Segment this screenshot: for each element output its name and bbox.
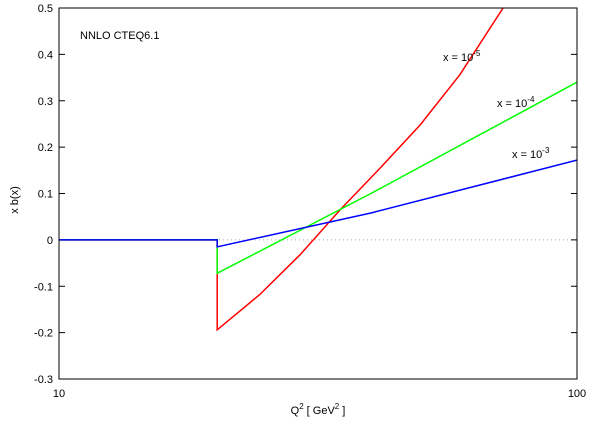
- y-tick-label: -0.3: [34, 374, 53, 386]
- x-tick-label: 100: [568, 388, 586, 400]
- x-axis-label-part: 2: [335, 402, 340, 411]
- y-axis-label: x b(x): [9, 186, 21, 214]
- annotation-text: x = 10: [497, 98, 527, 110]
- series-line: [59, 81, 577, 275]
- y-tick-label: 0.5: [38, 3, 53, 15]
- x-axis-label-part: [ GeV: [307, 405, 336, 417]
- y-tick-label: 0.2: [38, 142, 53, 154]
- y-tick-label: 0.3: [38, 96, 53, 108]
- annotation-text: x = 10: [512, 149, 542, 161]
- x-tick-label: 10: [53, 388, 65, 400]
- x-axis-label-part: Q: [291, 405, 300, 417]
- annotation: x = 10-3: [512, 146, 550, 161]
- y-tick-label: -0.1: [34, 281, 53, 293]
- annotation: x = 10-5: [443, 49, 481, 64]
- y-tick-label: 0.1: [38, 189, 53, 201]
- annotation-sup: -3: [542, 146, 550, 155]
- x-axis-label: Q2[ GeV2 ]: [291, 402, 346, 417]
- x-axis-label-part: ]: [339, 405, 345, 417]
- series-line: [59, 8, 504, 332]
- plot-frame: [58, 7, 578, 380]
- annotation-text: x = 10: [443, 52, 473, 64]
- chart-title: NNLO CTEQ6.1: [80, 30, 159, 42]
- series-line: [59, 159, 577, 248]
- y-tick-label: -0.2: [34, 328, 53, 340]
- y-tick-label: 0: [47, 235, 53, 247]
- annotation: x = 10-4: [497, 95, 535, 110]
- y-tick-label: 0.4: [38, 49, 53, 61]
- annotation-sup: -4: [527, 95, 535, 104]
- x-axis-label-part: 2: [299, 402, 304, 411]
- annotation-sup: -5: [473, 49, 481, 58]
